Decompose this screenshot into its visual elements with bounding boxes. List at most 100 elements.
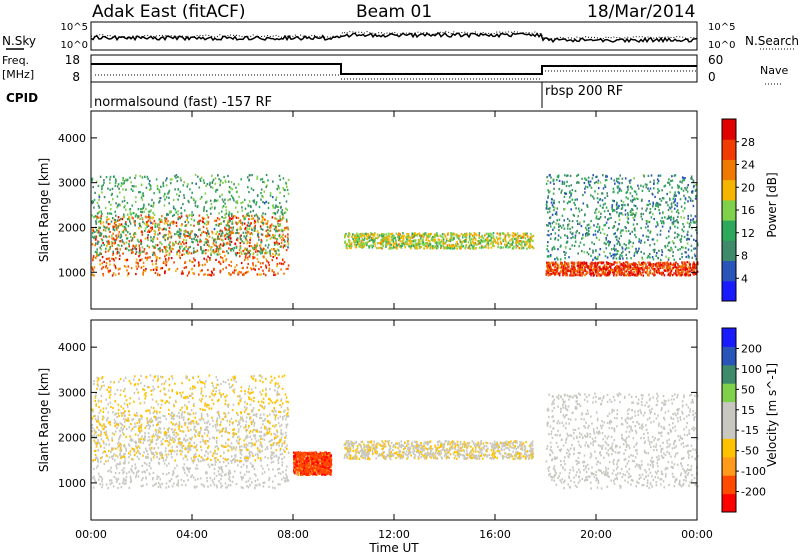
echo-cell	[149, 216, 151, 219]
echo-cell	[208, 273, 211, 276]
echo-cell	[283, 261, 286, 264]
echo-cell	[660, 264, 663, 267]
echo-cell	[646, 256, 649, 259]
echo-cell	[144, 432, 146, 435]
echo-cell	[272, 212, 275, 215]
echo-cell	[671, 223, 674, 226]
echo-cell	[470, 237, 473, 240]
echo-cell	[287, 264, 290, 267]
echo-cell	[672, 254, 674, 258]
echo-cell	[207, 255, 209, 258]
echo-cell	[235, 246, 238, 249]
echo-cell	[163, 195, 165, 198]
echo-cell	[116, 463, 118, 466]
echo-cell	[156, 244, 159, 247]
echo-cell	[588, 184, 591, 187]
echo-cell	[107, 417, 109, 420]
echo-cell	[268, 230, 271, 233]
echo-cell	[677, 215, 679, 218]
echo-cell	[190, 218, 193, 221]
echo-cell	[198, 214, 201, 217]
echo-cell	[610, 216, 612, 219]
echo-cell	[674, 198, 677, 201]
echo-cell	[388, 247, 390, 250]
echo-cell	[361, 243, 364, 246]
echo-cell	[228, 210, 231, 213]
echo-cell	[642, 271, 644, 274]
echo-cell	[598, 210, 600, 213]
echo-cell	[597, 179, 600, 182]
echo-cell	[125, 178, 127, 181]
echo-cell	[440, 235, 443, 238]
echo-cell	[201, 250, 204, 253]
echo-cell	[570, 184, 572, 187]
echo-cell	[645, 271, 647, 274]
echo-cell	[462, 240, 465, 243]
echo-cell	[133, 232, 136, 235]
echo-cell	[108, 218, 110, 221]
echo-cell	[148, 213, 150, 216]
echo-cell	[150, 226, 152, 229]
echo-cell	[493, 245, 495, 248]
echo-cell	[277, 185, 280, 189]
echo-cell	[239, 226, 241, 229]
echo-cell	[669, 207, 672, 210]
echo-cell	[641, 268, 644, 271]
echo-cell	[420, 235, 423, 238]
echo-cell	[260, 198, 262, 201]
echo-cell	[595, 249, 597, 253]
echo-cell	[94, 230, 96, 233]
echo-cell	[558, 225, 560, 229]
echo-cell	[372, 244, 375, 247]
echo-cell	[142, 192, 144, 195]
echo-cell	[159, 257, 161, 260]
echo-cell	[468, 235, 471, 238]
echo-cell	[426, 242, 429, 245]
echo-cell	[414, 242, 417, 246]
echo-cell	[609, 263, 611, 267]
echo-cell	[128, 216, 130, 219]
echo-cell	[516, 245, 519, 248]
echo-cell	[673, 220, 675, 223]
echo-cell	[497, 242, 499, 245]
echo-cell	[647, 238, 649, 241]
echo-cell	[97, 204, 100, 207]
echo-cell	[249, 210, 252, 213]
echo-cell	[667, 273, 669, 276]
echo-cell	[258, 268, 260, 271]
echo-cell	[117, 235, 120, 238]
echo-cell	[198, 222, 201, 225]
echo-cell	[105, 226, 107, 229]
echo-cell	[213, 273, 215, 276]
echo-cell	[359, 243, 362, 246]
echo-cell	[582, 271, 584, 274]
echo-cell	[676, 268, 678, 271]
echo-cell	[631, 187, 633, 190]
echo-cell	[646, 220, 649, 223]
echo-cell	[667, 258, 670, 261]
echo-cell	[526, 242, 528, 246]
echo-cell	[98, 194, 100, 197]
echo-cell	[676, 262, 679, 265]
echo-cell	[96, 255, 98, 258]
echo-cell	[260, 241, 263, 244]
echo-cell	[445, 246, 448, 249]
echo-cell	[215, 244, 217, 247]
echo-cell	[241, 477, 243, 480]
echo-cell	[695, 258, 698, 261]
echo-cell	[678, 185, 680, 188]
echo-cell	[229, 243, 232, 246]
echo-cell	[613, 261, 616, 264]
echo-cell	[431, 237, 433, 240]
echo-cell	[206, 220, 208, 223]
echo-cell	[644, 261, 646, 264]
echo-cell	[440, 240, 442, 243]
echo-cell	[655, 204, 657, 208]
echo-cell	[183, 238, 185, 241]
echo-cell	[91, 202, 94, 205]
echo-cell	[416, 247, 419, 250]
echo-cell	[273, 241, 276, 244]
echo-cell	[151, 260, 153, 263]
echo-cell	[484, 240, 486, 243]
echo-cell	[133, 245, 136, 248]
